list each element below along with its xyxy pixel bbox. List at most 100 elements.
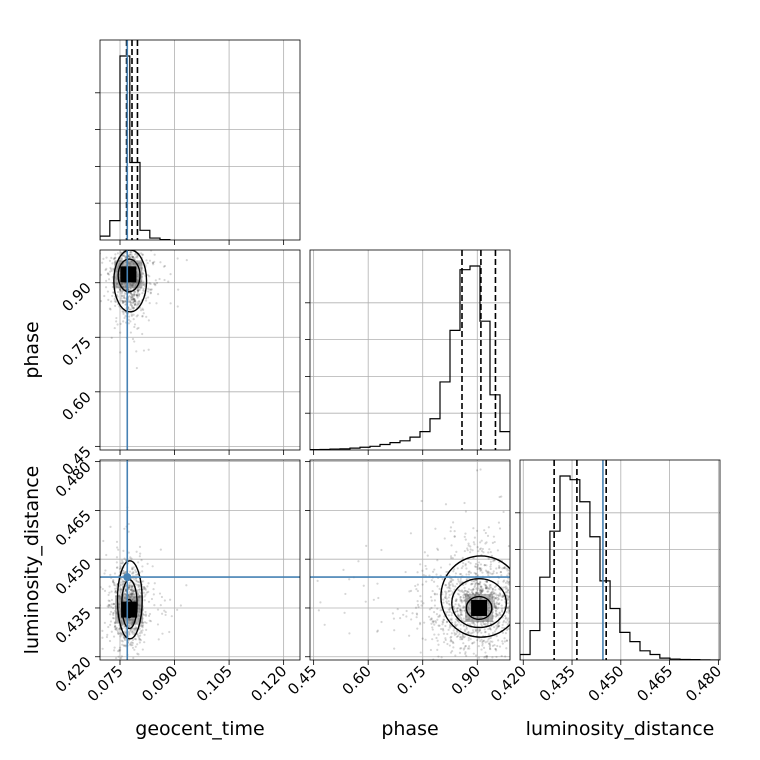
sample-point (143, 667, 145, 669)
sample-point (164, 610, 167, 614)
sample-point (167, 280, 170, 283)
sample-point (108, 209, 110, 211)
sample-point (132, 566, 135, 569)
sample-point (93, 285, 95, 287)
sample-point (147, 296, 150, 299)
sample-point (136, 327, 139, 330)
sample-point (484, 569, 488, 572)
sample-point (77, 600, 79, 602)
sample-point (122, 310, 125, 313)
sample-point (123, 300, 126, 303)
panel-frame (99, 459, 301, 661)
sample-point (460, 611, 463, 614)
sample-point (121, 584, 124, 587)
sample-point (428, 608, 432, 611)
sample-point (453, 530, 456, 533)
sample-point (159, 548, 162, 551)
sample-point (506, 602, 510, 605)
sample-point (117, 655, 120, 658)
sample-point (148, 612, 152, 616)
sample-point (527, 617, 529, 619)
sample-point (136, 584, 140, 587)
sample-point (447, 608, 450, 611)
sample-point (410, 618, 413, 621)
sample-point (107, 605, 110, 608)
sample-point (124, 244, 126, 246)
sample-point (501, 631, 505, 634)
sample-point (130, 293, 133, 296)
panel-plot-area (93, 209, 300, 450)
sample-point (455, 582, 459, 585)
sample-point (460, 567, 463, 570)
sample-point (480, 549, 484, 553)
sample-point (464, 651, 467, 654)
sample-point (483, 564, 486, 567)
sample-point (515, 598, 517, 600)
sample-point (450, 617, 453, 620)
sample-point (110, 336, 113, 339)
sample-point (113, 602, 116, 606)
sample-point (496, 582, 500, 585)
sample-point (504, 632, 508, 635)
x-tick-label: 0.105 (193, 662, 236, 705)
sample-point (150, 241, 152, 243)
sample-point (471, 591, 474, 594)
sample-point (484, 584, 488, 587)
sample-point (500, 574, 503, 577)
sample-point (482, 551, 485, 554)
sample-point (138, 588, 141, 591)
sample-point (123, 557, 126, 560)
sample-point (497, 587, 501, 591)
sample-point (512, 608, 514, 610)
sample-point (136, 633, 139, 636)
contour-level-0 (465, 595, 493, 621)
sample-point (144, 587, 147, 590)
sample-point (499, 570, 503, 574)
sample-point (111, 580, 115, 583)
sample-point (112, 267, 115, 270)
sample-point (446, 632, 449, 636)
sample-point (469, 632, 472, 635)
sample-point (135, 293, 138, 296)
sample-point (453, 535, 456, 538)
sample-point (491, 631, 495, 635)
sample-point (137, 636, 141, 639)
sample-point (489, 647, 492, 651)
sample-point (108, 599, 111, 603)
sample-point (465, 567, 468, 570)
sample-point (453, 554, 456, 557)
sample-point (151, 565, 154, 568)
sample-point (113, 582, 116, 585)
sample-point (523, 625, 525, 627)
sample-point (477, 715, 479, 717)
sample-point (487, 638, 490, 641)
sample-point (502, 619, 506, 622)
sample-point (468, 570, 471, 573)
sample-point (483, 656, 486, 659)
sample-point (455, 598, 458, 601)
sample-point (462, 625, 465, 628)
sample-point (456, 567, 459, 570)
sample-point (432, 611, 436, 614)
sample-point (448, 610, 451, 613)
sample-point (424, 638, 427, 641)
sample-point (348, 632, 351, 635)
sample-point (521, 592, 523, 594)
sample-point (455, 607, 459, 610)
sample-point (438, 615, 441, 618)
sample-point (110, 630, 113, 633)
sample-point (442, 618, 445, 621)
sample-point (131, 293, 134, 297)
sample-point (118, 646, 122, 649)
sample-point (116, 566, 119, 569)
sample-point (574, 647, 576, 649)
sample-point (133, 637, 136, 640)
sample-point (535, 625, 537, 627)
sample-point (456, 615, 460, 618)
sample-point (493, 597, 496, 600)
sample-point (130, 572, 134, 575)
sample-point (163, 264, 167, 268)
sample-point (462, 606, 465, 609)
sample-point (119, 632, 122, 635)
sample-point (521, 564, 523, 566)
